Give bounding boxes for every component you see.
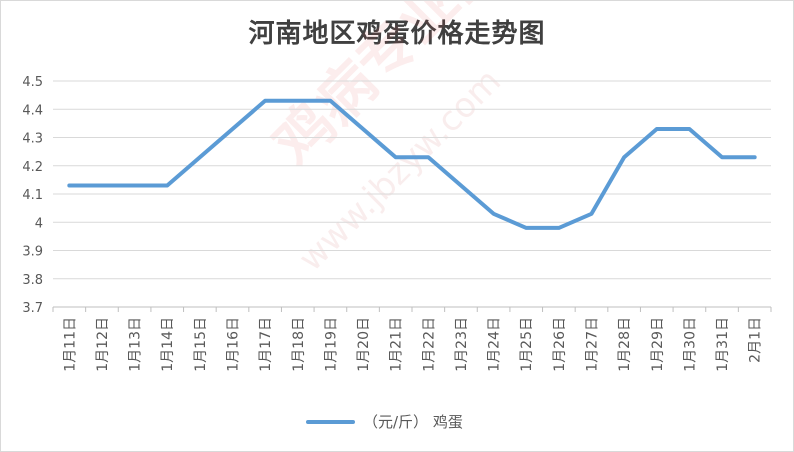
y-tick-label: 4.1 xyxy=(22,188,43,203)
x-tick-label: 1月14日 xyxy=(160,317,176,372)
y-tick-label: 4.5 xyxy=(22,75,43,90)
x-tick-label: 1月24日 xyxy=(487,317,503,372)
y-tick-label: 4.3 xyxy=(22,132,43,147)
y-tick-label: 4 xyxy=(35,216,43,231)
x-tick-label: 1月18日 xyxy=(291,317,307,372)
series-layer xyxy=(67,98,757,230)
x-tick-label: 1月25日 xyxy=(519,317,535,372)
x-tick-label: 1月26日 xyxy=(552,317,568,372)
x-tick-label: 1月28日 xyxy=(617,317,633,372)
legend-label: （元/斤） 鸡蛋 xyxy=(363,413,463,431)
x-tick-label: 1月15日 xyxy=(193,317,209,372)
chart-title: 河南地区鸡蛋价格走势图 xyxy=(248,19,546,49)
x-axis: 1月11日 1月12日 1月13日 1月14日 1月15日 1月16日 1月17日 1月18日… xyxy=(52,306,772,372)
y-axis-ticks: 3.7 3.8 3.9 4 4.1 4.2 4.3 4.4 4.5 xyxy=(22,75,43,316)
x-tick-label: 1月20日 xyxy=(356,317,372,372)
x-tick-label: 1月23日 xyxy=(454,317,470,372)
y-tick-label: 4.2 xyxy=(22,160,43,175)
y-tick-label: 4.4 xyxy=(22,103,43,118)
legend: （元/斤） 鸡蛋 xyxy=(306,413,463,431)
x-tick-label: 1月12日 xyxy=(95,317,111,372)
x-tick-label: 1月21日 xyxy=(389,317,405,372)
x-tick-label: 1月11日 xyxy=(62,317,78,372)
x-tick-label: 1月31日 xyxy=(715,317,731,372)
x-tick-label: 1月27日 xyxy=(585,317,601,372)
x-tick-label: 2月1日 xyxy=(748,317,764,363)
grid xyxy=(53,80,771,308)
x-tick-label: 1月30日 xyxy=(682,317,698,372)
x-tick-label: 1月16日 xyxy=(226,317,242,372)
x-tick-label: 1月17日 xyxy=(258,317,274,372)
x-tick-label: 1月29日 xyxy=(650,317,666,372)
x-tick-label: 1月19日 xyxy=(323,317,339,372)
x-tick-label: 1月22日 xyxy=(421,317,437,372)
series-line xyxy=(67,98,757,230)
y-tick-label: 3.8 xyxy=(22,273,43,288)
y-tick-label: 3.9 xyxy=(22,245,43,260)
x-tick-label: 1月13日 xyxy=(128,317,144,372)
y-tick-label: 3.7 xyxy=(22,301,43,316)
